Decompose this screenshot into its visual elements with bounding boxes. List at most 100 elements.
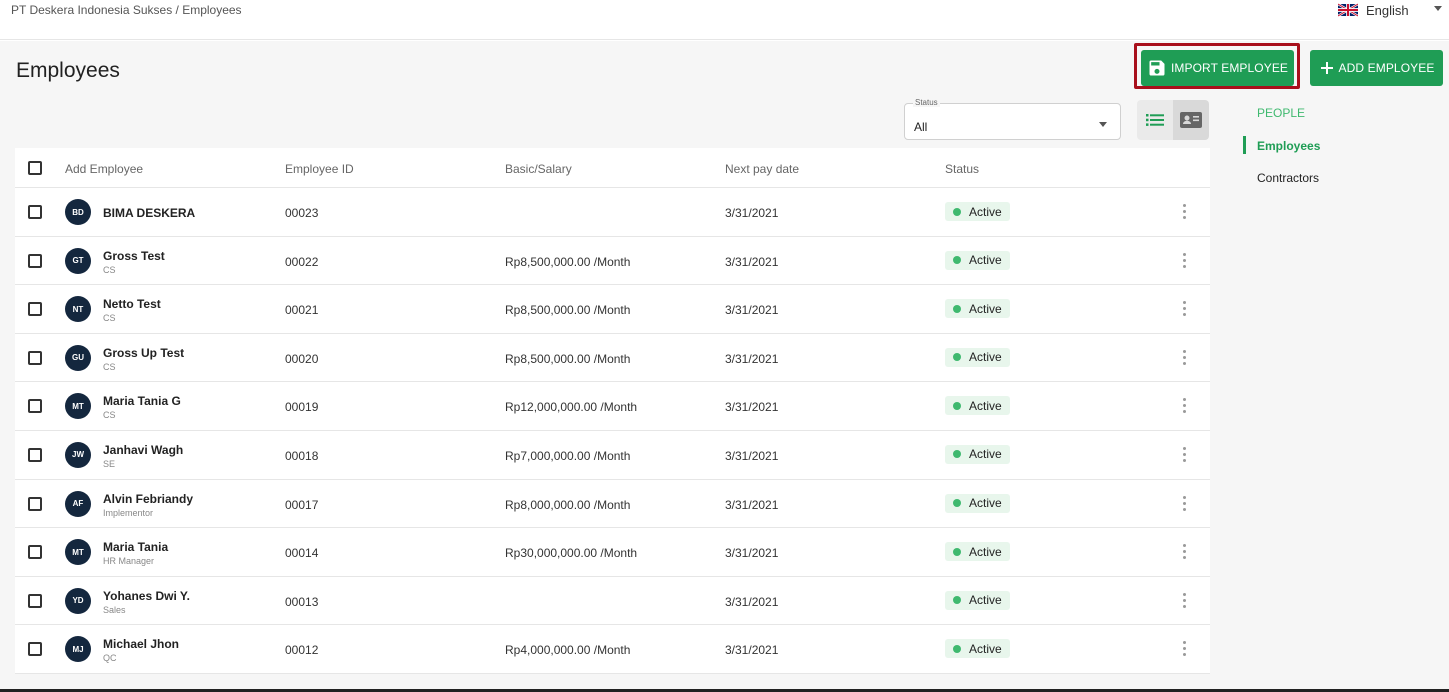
status-label: Active xyxy=(969,350,1002,365)
table-row[interactable]: MJ Michael Jhon QC 00012 Rp4,000,000.00 … xyxy=(15,625,1210,674)
employees-table: Add Employee Employee ID Basic/Salary Ne… xyxy=(15,148,1210,674)
employee-salary: Rp8,500,000.00 /Month xyxy=(505,351,631,366)
more-options-icon[interactable] xyxy=(1181,446,1187,465)
bottom-border xyxy=(0,689,1449,692)
table-row[interactable]: JW Janhavi Wagh SE 00018 Rp7,000,000.00 … xyxy=(15,431,1210,480)
card-view-button[interactable] xyxy=(1173,100,1209,140)
status-label: Active xyxy=(969,398,1002,413)
more-options-icon[interactable] xyxy=(1181,349,1187,368)
employee-role: Implementor xyxy=(103,507,154,518)
avatar: BD xyxy=(65,199,91,225)
employee-role: CS xyxy=(103,264,116,275)
side-nav-item-employees[interactable]: Employees xyxy=(1257,139,1321,153)
table-row[interactable]: AF Alvin Febriandy Implementor 00017 Rp8… xyxy=(15,480,1210,529)
status-label: Active xyxy=(969,496,1002,511)
side-nav-item-contractors[interactable]: Contractors xyxy=(1257,171,1320,185)
status-dot-icon xyxy=(953,353,961,362)
status-badge: Active xyxy=(945,250,1010,270)
employee-role: SE xyxy=(103,458,116,469)
contact-card-icon xyxy=(1180,112,1202,128)
save-icon xyxy=(1147,58,1167,78)
status-badge: Active xyxy=(945,396,1010,416)
chevron-down-icon[interactable] xyxy=(1434,6,1442,11)
column-header-salary: Basic/Salary xyxy=(505,162,572,176)
column-header-next-pay-date: Next pay date xyxy=(725,162,800,176)
status-badge: Active xyxy=(945,639,1010,659)
employee-name[interactable]: Alvin Febriandy xyxy=(103,491,194,506)
next-pay-date: 3/31/2021 xyxy=(725,448,779,463)
breadcrumb: PT Deskera Indonesia Sukses / Employees xyxy=(11,3,242,17)
row-checkbox[interactable] xyxy=(28,205,42,219)
next-pay-date: 3/31/2021 xyxy=(725,254,779,269)
list-icon xyxy=(1146,114,1164,126)
more-options-icon[interactable] xyxy=(1181,495,1187,514)
employee-id: 00014 xyxy=(285,546,319,561)
row-checkbox[interactable] xyxy=(28,350,42,365)
table-row[interactable]: YD Yohanes Dwi Y. Sales 00013 3/31/2021 … xyxy=(15,577,1210,626)
table-row[interactable]: MT Maria Tania HR Manager 00014 Rp30,000… xyxy=(15,528,1210,577)
column-header-employee-id: Employee ID xyxy=(285,162,354,176)
table-row[interactable]: MT Maria Tania G CS 00019 Rp12,000,000.0… xyxy=(15,382,1210,431)
table-row[interactable]: GT Gross Test CS 00022 Rp8,500,000.00 /M… xyxy=(15,237,1210,286)
row-checkbox[interactable] xyxy=(28,253,42,268)
avatar: MT xyxy=(65,393,91,420)
next-pay-date: 3/31/2021 xyxy=(725,303,779,318)
more-options-icon[interactable] xyxy=(1181,204,1187,222)
row-checkbox[interactable] xyxy=(28,496,42,511)
more-options-icon[interactable] xyxy=(1181,398,1187,416)
language-label: English xyxy=(1366,2,1409,18)
status-dot-icon xyxy=(953,207,961,216)
row-checkbox[interactable] xyxy=(28,642,42,657)
more-options-icon[interactable] xyxy=(1181,301,1187,319)
employee-name[interactable]: Netto Test xyxy=(103,297,161,312)
employee-name[interactable]: Yohanes Dwi Y. xyxy=(103,588,190,603)
status-label: Active xyxy=(969,641,1002,656)
status-badge: Active xyxy=(945,493,1010,513)
column-header-add-employee[interactable]: Add Employee xyxy=(65,162,144,176)
next-pay-date: 3/31/2021 xyxy=(725,351,779,366)
employee-salary: Rp8,000,000.00 /Month xyxy=(505,497,631,512)
list-view-button[interactable] xyxy=(1137,100,1173,140)
employee-name[interactable]: Maria Tania xyxy=(103,540,169,555)
import-employee-button[interactable]: IMPORT EMPLOYEE xyxy=(1141,50,1294,86)
side-nav-active-indicator xyxy=(1243,136,1246,154)
table-row[interactable]: BD BIMA DESKERA 00023 3/31/2021 Active xyxy=(15,188,1210,237)
select-all-checkbox[interactable] xyxy=(28,161,42,175)
more-options-icon[interactable] xyxy=(1181,641,1187,659)
chevron-down-icon xyxy=(1099,122,1107,127)
add-employee-label: ADD EMPLOYEE xyxy=(1338,61,1435,75)
employee-name[interactable]: Maria Tania G xyxy=(103,394,181,409)
import-button-highlight xyxy=(1134,43,1300,89)
employee-id: 00012 xyxy=(285,643,319,658)
employee-role: QC xyxy=(103,653,117,664)
status-filter-select[interactable]: Status All xyxy=(904,98,1121,140)
row-checkbox[interactable] xyxy=(28,302,42,317)
status-dot-icon xyxy=(953,596,961,605)
employee-name[interactable]: Gross Test xyxy=(103,248,165,263)
employee-name[interactable]: BIMA DESKERA xyxy=(103,206,196,220)
row-checkbox[interactable] xyxy=(28,593,42,608)
row-checkbox[interactable] xyxy=(28,399,42,414)
employee-name[interactable]: Gross Up Test xyxy=(103,345,185,360)
employee-role: Sales xyxy=(103,604,126,615)
more-options-icon[interactable] xyxy=(1181,252,1187,271)
status-label: Active xyxy=(969,253,1002,268)
add-employee-button[interactable]: ADD EMPLOYEE xyxy=(1310,50,1443,86)
row-checkbox[interactable] xyxy=(28,447,42,462)
more-options-icon[interactable] xyxy=(1181,544,1187,562)
status-label: Active xyxy=(969,593,1002,608)
employee-name[interactable]: Janhavi Wagh xyxy=(103,442,184,457)
employee-salary: Rp12,000,000.00 /Month xyxy=(505,400,638,415)
table-row[interactable]: NT Netto Test CS 00021 Rp8,500,000.00 /M… xyxy=(15,285,1210,334)
page-title: Employees xyxy=(16,59,120,82)
more-options-icon[interactable] xyxy=(1181,592,1187,611)
side-nav-heading: PEOPLE xyxy=(1257,106,1306,120)
employee-salary: Rp7,000,000.00 /Month xyxy=(505,448,631,463)
employee-role: CS xyxy=(103,410,116,421)
table-row[interactable]: GU Gross Up Test CS 00020 Rp8,500,000.00… xyxy=(15,334,1210,383)
avatar: GU xyxy=(65,344,91,371)
language-selector[interactable]: English xyxy=(1338,0,1442,20)
employee-name[interactable]: Michael Jhon xyxy=(103,637,180,652)
status-badge: Active xyxy=(945,299,1010,319)
row-checkbox[interactable] xyxy=(28,545,42,560)
